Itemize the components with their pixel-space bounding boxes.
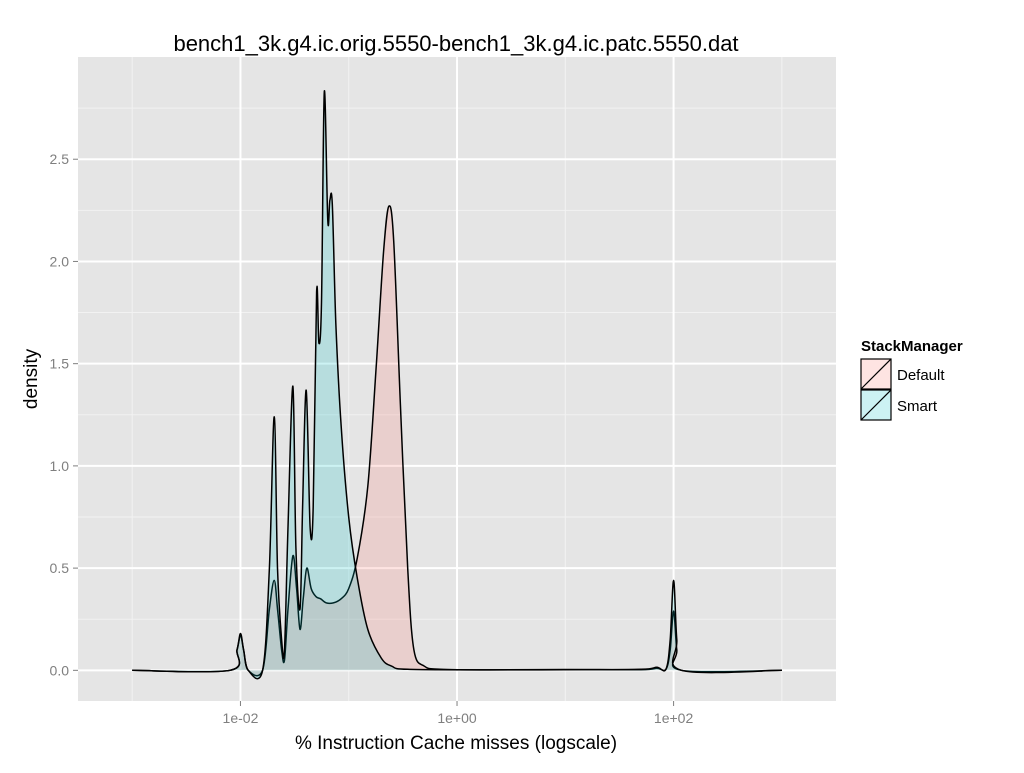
y-tick-label: 0.0	[50, 662, 70, 678]
x-tick-label: 1e-02	[223, 710, 259, 726]
legend-item-default: Default	[860, 358, 945, 390]
legend-swatch-diagonal	[860, 358, 892, 390]
y-axis-ticks: 0.0 0.5 1.0 1.5 2.0 2.5	[50, 151, 78, 678]
legend-label-default: Default	[897, 367, 945, 384]
y-tick-label: 2.5	[50, 151, 70, 167]
y-tick-label: 0.5	[50, 560, 70, 576]
y-tick-label: 2.0	[50, 253, 70, 269]
legend-label-smart: Smart	[897, 398, 938, 415]
y-tick-label: 1.0	[50, 458, 70, 474]
x-tick-label: 1e+02	[654, 710, 694, 726]
legend-swatch-diagonal	[860, 389, 892, 421]
legend: StackManager Default Smart	[860, 338, 963, 421]
legend-title: StackManager	[861, 338, 963, 355]
legend-item-smart: Smart	[860, 389, 938, 421]
density-area-smart	[132, 90, 782, 679]
x-axis-label: % Instruction Cache misses (logscale)	[295, 733, 617, 754]
chart-title: bench1_3k.g4.ic.orig.5550-bench1_3k.g4.i…	[173, 31, 738, 56]
y-axis-label: density	[21, 348, 42, 409]
x-tick-label: 1e+00	[437, 710, 477, 726]
legend-items: Default Smart	[860, 358, 945, 421]
x-axis-ticks: 1e-02 1e+00 1e+02	[223, 701, 694, 726]
density-line-smart	[132, 90, 782, 680]
series-layer	[132, 90, 782, 680]
y-tick-label: 1.5	[50, 356, 70, 372]
